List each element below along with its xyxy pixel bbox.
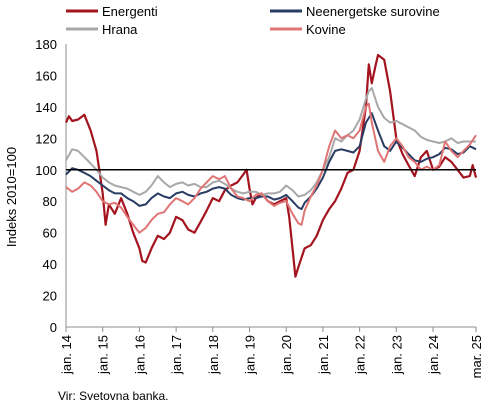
y-tick-label: 20 (43, 289, 57, 304)
y-tick-label: 180 (35, 37, 57, 52)
y-tick-label: 160 (35, 68, 57, 83)
x-tick-label: jan. 22 (353, 335, 368, 375)
legend-label: Energenti (102, 4, 158, 19)
x-tick-label: jan. 16 (132, 335, 147, 375)
legend-label: Kovine (306, 22, 346, 37)
x-axis: jan. 14 jan. 15 jan. 16 jan. 17 jan. 18 jan. … (59, 327, 484, 378)
source-note: Vir: Svetovna banka. (58, 389, 169, 403)
y-tick-label: 80 (43, 194, 57, 209)
x-tick-label: jan. 23 (389, 335, 404, 375)
series-line-3 (65, 87, 476, 198)
legend: Energenti Neenergetske surovine Hrana Kovin… (66, 4, 440, 37)
y-tick-label: 120 (35, 131, 57, 146)
legend-label: Neenergetske surovine (306, 4, 440, 19)
x-tick-label: jan. 15 (96, 335, 111, 375)
x-tick-label: jan. 17 (169, 335, 184, 375)
y-axis: 0 20 40 60 80 100 120 140 160 180 (35, 37, 57, 335)
legend-label: Hrana (102, 22, 138, 37)
x-tick-label: jan. 14 (59, 335, 74, 375)
x-tick-label: jan. 19 (243, 335, 258, 375)
series-line-4 (65, 102, 477, 234)
plot-area (65, 44, 478, 328)
x-tick-label: jan. 18 (206, 335, 221, 375)
y-tick-label: 0 (50, 320, 57, 335)
x-tick-label: jan. 21 (316, 335, 331, 375)
x-tick-label: jan. 20 (279, 335, 294, 375)
x-tick-label: mar. 25 (469, 335, 484, 378)
series-line-1 (65, 53, 478, 278)
y-tick-label: 60 (43, 226, 57, 241)
y-tick-label: 40 (43, 257, 57, 272)
y-tick-label: 140 (35, 100, 57, 115)
y-axis-title: Indeks 2010=100 (4, 147, 19, 247)
x-tick-label: jan. 24 (426, 335, 441, 375)
y-tick-label: 100 (35, 163, 57, 178)
